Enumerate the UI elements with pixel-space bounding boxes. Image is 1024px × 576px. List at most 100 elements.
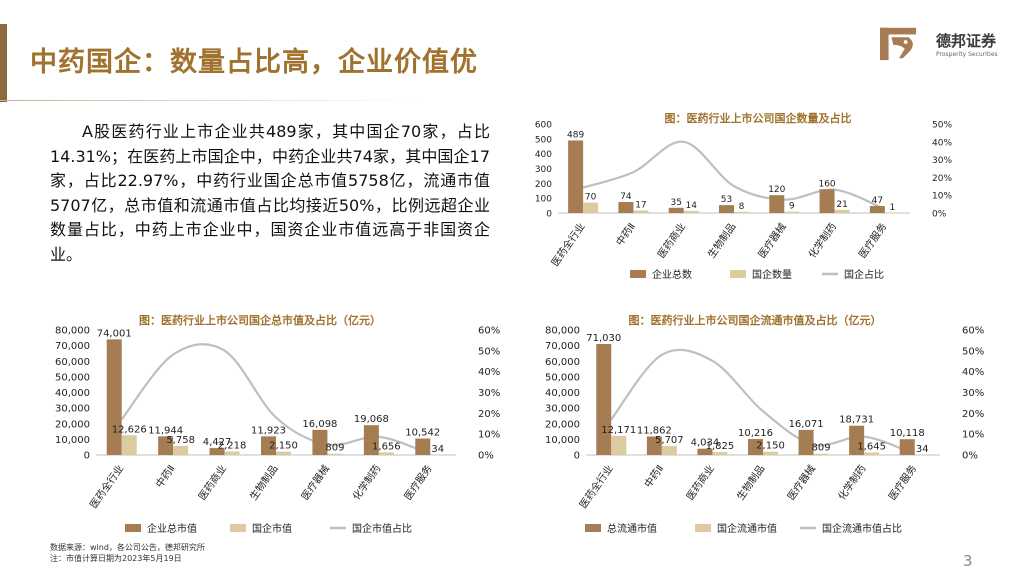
y2-tick-label: 30% [962,388,984,399]
page-title: 中药国企：数量占比高，企业价值优 [30,47,478,78]
y-tick-label: 70,000 [545,341,580,352]
y2-tick-label: 40% [478,367,500,378]
legend-label: 企业总市值 [147,522,197,535]
bar-secondary [914,454,930,456]
bar-secondary [763,451,778,455]
data-label: 4,034 [691,438,720,449]
category-label: 医药商业 [655,220,689,260]
bar-primary [363,425,379,455]
summary-paragraph: A股医药行业上市企业共489家，其中国企70家，占比14.31%；在医药上市国企… [50,122,490,264]
y2-tick-label: 10% [478,430,500,441]
y-tick-label: 30,000 [545,404,580,415]
category-label: 医药商业 [683,462,717,502]
data-label: 17 [635,200,646,210]
legend-label: 国企市值 [252,522,292,535]
y2-tick-label: 30% [478,388,500,399]
legend-label: 总流通市值 [607,522,657,535]
y2-tick-label: 40% [962,367,984,378]
bar-primary [596,344,612,455]
y-tick-label: 100 [535,195,552,205]
bar-secondary [173,446,189,455]
data-label: 16,071 [789,419,824,430]
data-label: 10,118 [890,428,925,439]
bar-primary [668,207,684,213]
bar-secondary [611,435,627,455]
category-label: 医药全行业 [576,462,615,510]
category-label: 生物制品 [247,462,281,502]
y2-tick-label: 20% [478,409,500,420]
bar-primary [646,436,662,455]
y-tick-label: 40,000 [545,388,580,399]
y2-tick-label: 20% [962,409,984,420]
category-label: 中药Ⅱ [153,462,178,490]
data-label: 4,427 [203,437,232,448]
accent-bar [0,24,7,102]
y2-tick-label: 10% [962,430,984,441]
bar-primary [618,202,634,213]
data-label: 34 [431,444,444,455]
logo-name-en: Prosperity Securities [936,51,998,58]
data-label: 809 [812,443,831,454]
data-label: 1 [889,203,895,213]
data-label: 71,030 [586,333,621,344]
category-label: 化学制药 [805,220,839,260]
y2-tick-label: 30% [932,156,952,166]
brand-logo: 德邦证券 Prosperity Securities [880,24,1000,64]
page-number: 3 [963,552,973,570]
category-label: 医疗服务 [856,220,890,260]
data-label: 120 [768,185,785,195]
bar-secondary [734,211,749,213]
category-label: 医疗器械 [784,462,818,502]
y-tick-label: 0 [546,210,552,220]
data-label: 11,862 [637,425,672,436]
bar-primary [158,436,174,455]
chart-float-market-cap-svg: 图：医药行业上市公司国企流通市值及占比（亿元） 0 10,000 20,000 30,0… [545,313,984,535]
chart-title: 图：医药行业上市公司国企总市值及占比（亿元） [139,313,381,327]
bar-primary [819,189,835,213]
category-label: 中药Ⅱ [613,220,638,248]
data-label: 74 [620,192,632,202]
data-label: 160 [818,179,835,189]
data-label: 5,707 [655,435,684,446]
y2-tick-label: 50% [478,346,500,357]
y-tick-label: 60,000 [55,357,90,368]
bar-primary [312,429,328,455]
data-label: 18,731 [839,415,874,426]
bar-primary [849,425,865,455]
data-label: 2,150 [756,441,785,452]
data-label: 14 [685,201,697,211]
y2-tick-label: 0% [478,451,494,462]
bar-secondary [583,202,599,213]
data-label: 1,656 [372,441,401,452]
title-divider [0,100,420,101]
category-label: 化学制药 [835,462,869,502]
y-tick-label: 80,000 [55,326,90,337]
bar-secondary [378,452,394,455]
data-label: 34 [916,444,929,455]
bar-primary [748,439,763,455]
data-label: 70 [585,193,597,203]
bar-primary [899,439,915,455]
data-label: 1,825 [706,441,735,452]
y-tick-label: 500 [535,135,552,145]
data-label: 35 [670,198,681,208]
bar-secondary [834,209,850,213]
data-label: 2,150 [269,441,298,452]
category-label: 医药商业 [195,462,229,502]
category-label: 医疗器械 [755,220,789,260]
y2-tick-label: 60% [962,326,984,337]
bar-secondary [327,453,343,455]
y-tick-label: 0 [84,451,90,462]
legend-label: 国企占比 [844,268,884,281]
bar-secondary [224,451,240,455]
footer-notes: 数据来源：wind，各公司公告，德邦研究所 注：市值计算日期为2023年5月19… [50,542,205,564]
chart-float-market-cap: 图：医药行业上市公司国企流通市值及占比（亿元） 0 10,000 20,000 30,0… [530,302,1000,542]
y-tick-label: 70,000 [55,341,90,352]
bar-secondary [633,210,649,213]
data-label: 5,758 [166,435,195,446]
data-label: 2,218 [218,441,247,452]
chart-company-count-svg: 图：医药行业上市公司国企数量及占比 0 100 200 300 400 500 600 0% 10… [535,111,953,281]
chart-title: 图：医药行业上市公司国企流通市值及占比（亿元） [629,313,882,327]
bar-secondary [683,210,699,213]
legend-swatch [630,270,646,278]
